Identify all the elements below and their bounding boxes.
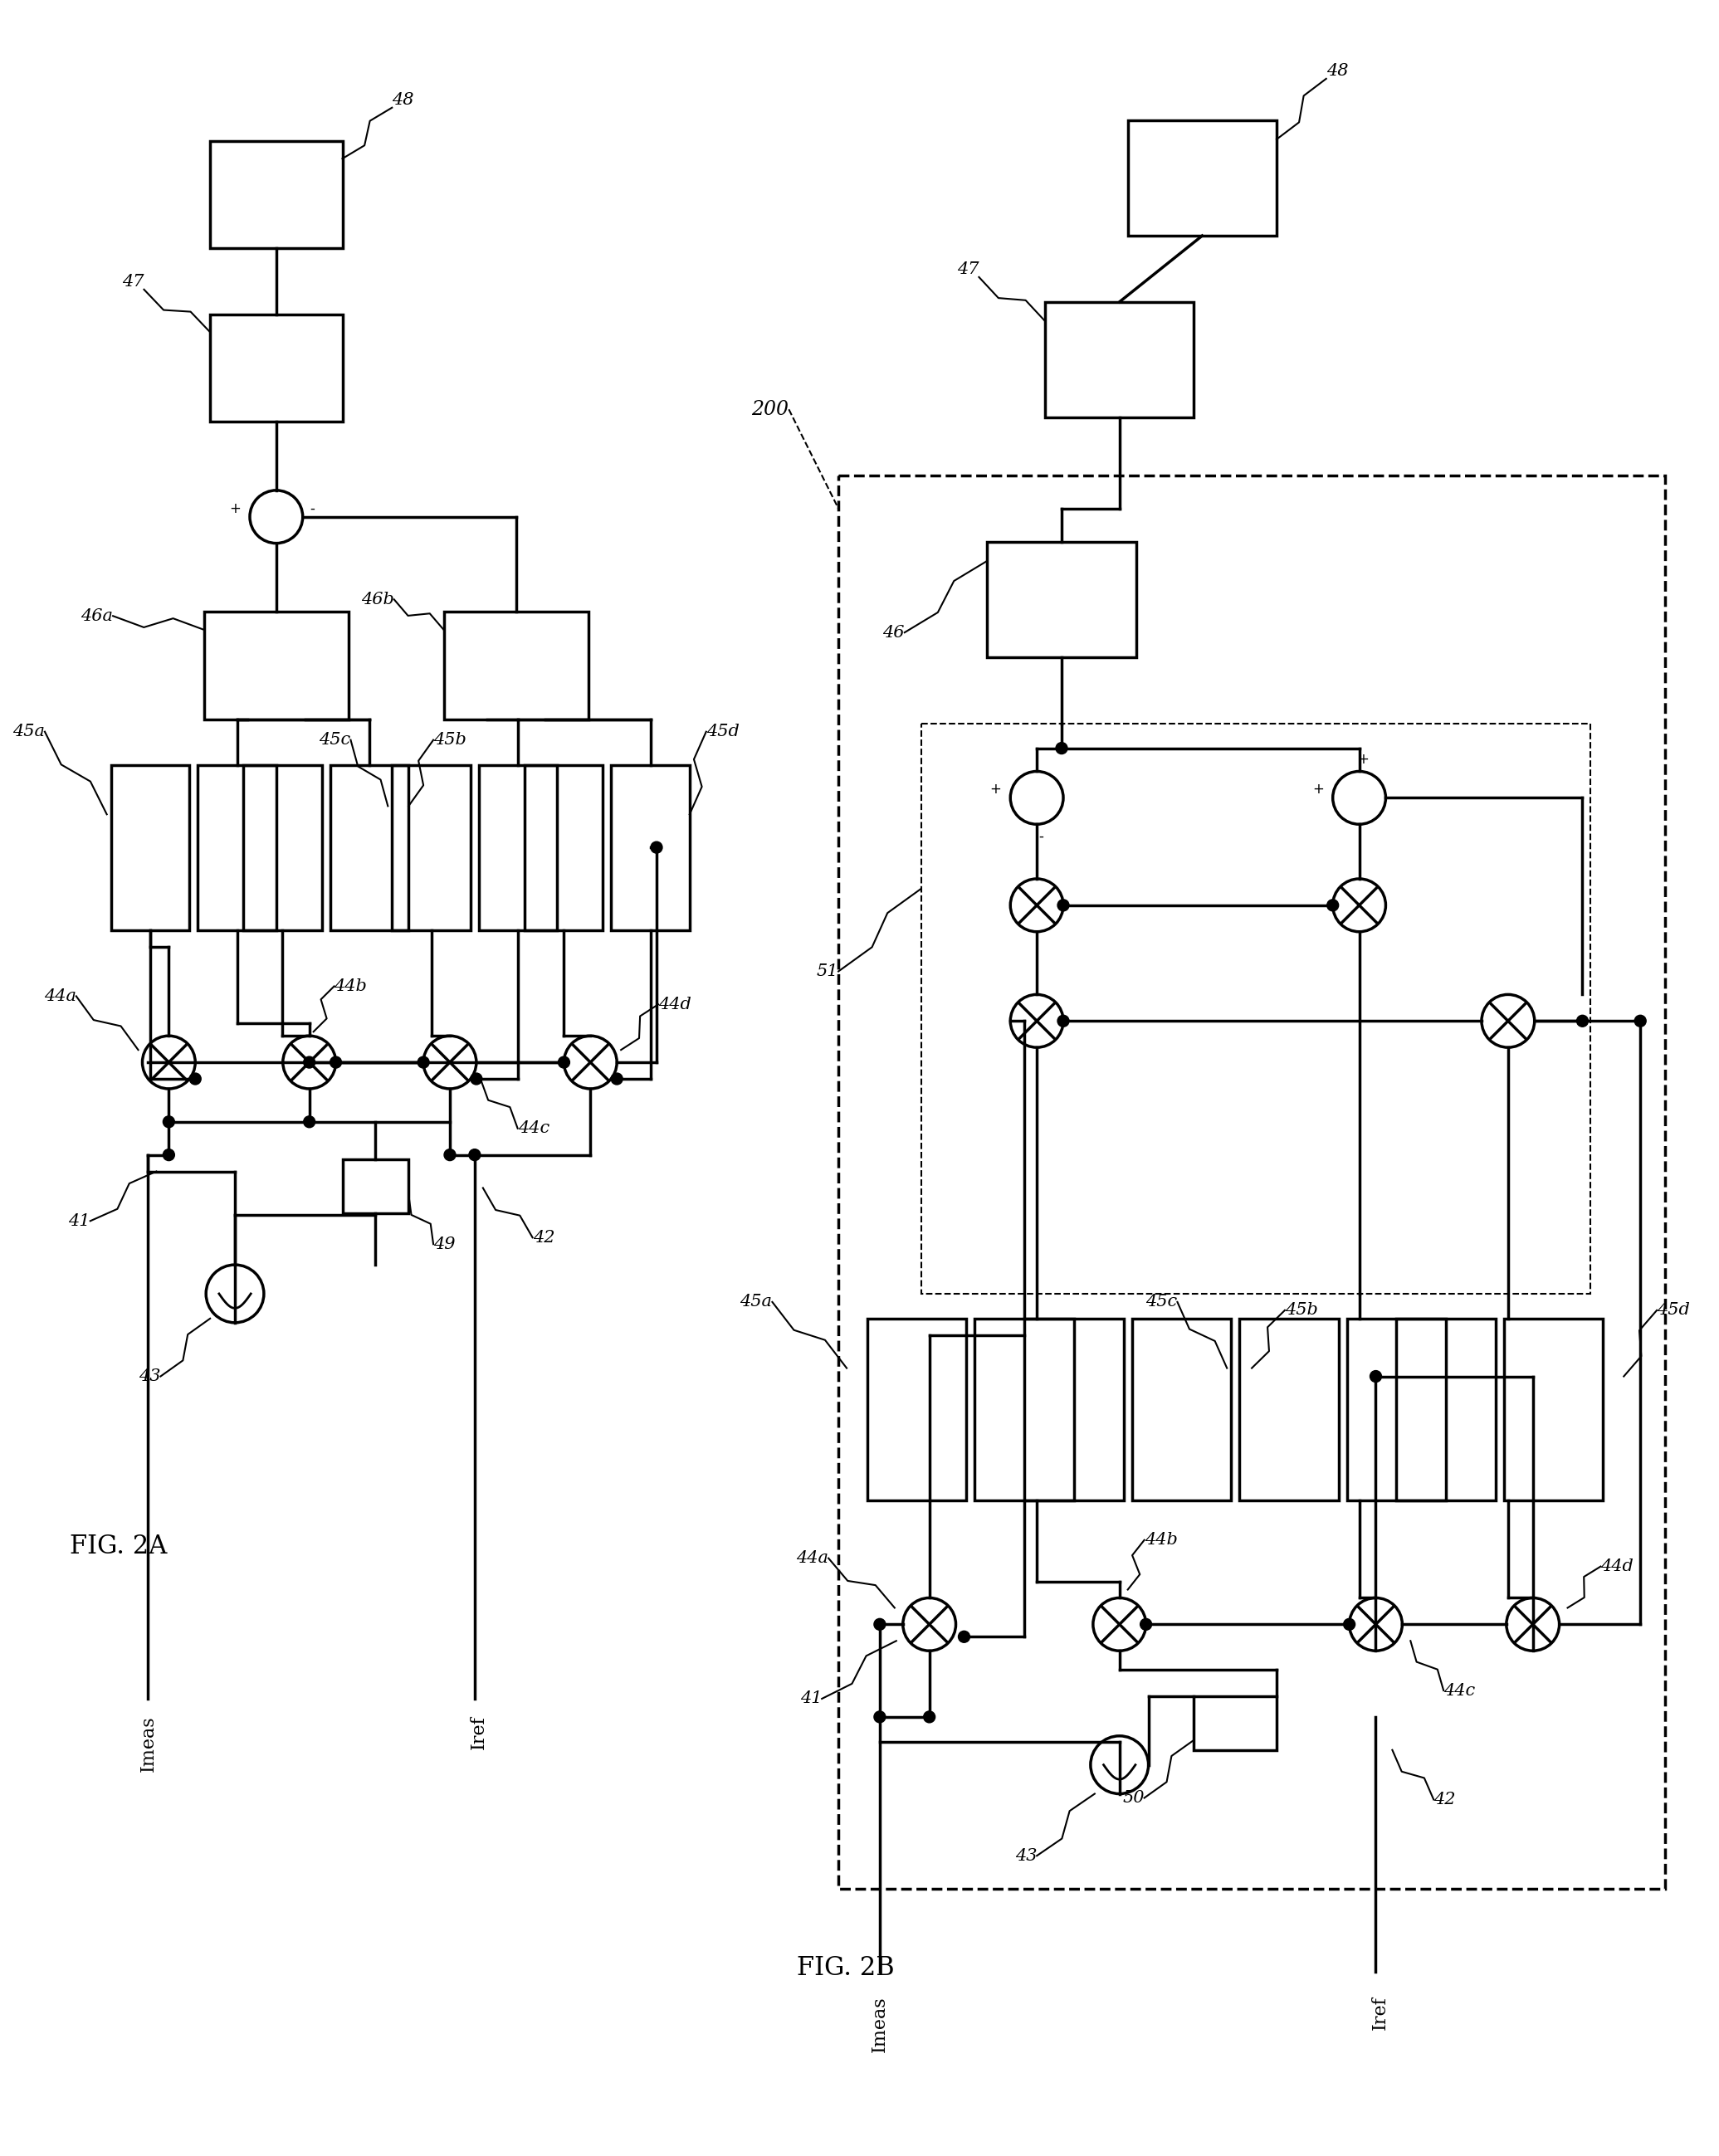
Text: 51: 51 xyxy=(817,964,839,979)
Text: +: + xyxy=(990,783,1000,798)
Bar xyxy=(1128,121,1277,235)
Bar xyxy=(1346,1319,1446,1501)
Bar xyxy=(242,765,321,929)
Text: 44a: 44a xyxy=(45,987,76,1005)
Text: 43: 43 xyxy=(1014,1848,1037,1863)
Text: 50: 50 xyxy=(1123,1789,1145,1807)
Circle shape xyxy=(1576,1015,1588,1026)
Text: 48: 48 xyxy=(1325,63,1348,80)
Bar xyxy=(524,765,603,929)
Bar xyxy=(330,765,409,929)
Text: 44a: 44a xyxy=(796,1550,829,1565)
Text: Iref: Iref xyxy=(1370,1996,1389,2031)
Circle shape xyxy=(1055,742,1067,755)
Circle shape xyxy=(873,1619,885,1630)
Text: 45a: 45a xyxy=(12,724,45,740)
Text: +: + xyxy=(1358,752,1368,765)
Bar xyxy=(1504,1319,1604,1501)
Circle shape xyxy=(652,841,662,854)
Text: 43: 43 xyxy=(139,1369,160,1384)
Circle shape xyxy=(1370,1371,1382,1382)
Text: +: + xyxy=(1312,783,1324,798)
Text: 44d: 44d xyxy=(1600,1559,1633,1574)
Bar xyxy=(839,476,1666,1889)
Circle shape xyxy=(163,1117,175,1128)
Circle shape xyxy=(923,1712,935,1723)
Text: 42: 42 xyxy=(1434,1792,1456,1807)
Bar xyxy=(975,1319,1074,1501)
Text: 48: 48 xyxy=(392,93,414,108)
Bar xyxy=(1025,1319,1124,1501)
Text: 46b: 46b xyxy=(361,591,394,608)
Text: 44b: 44b xyxy=(333,979,368,994)
Bar xyxy=(210,315,342,423)
Text: 44d: 44d xyxy=(658,996,691,1013)
Circle shape xyxy=(1057,1015,1069,1026)
Circle shape xyxy=(610,1074,622,1084)
Text: 41: 41 xyxy=(799,1690,822,1708)
Circle shape xyxy=(1057,899,1069,912)
Bar xyxy=(921,724,1590,1294)
Text: 45c: 45c xyxy=(1145,1294,1178,1311)
Text: Imeas: Imeas xyxy=(870,1996,889,2053)
Text: -: - xyxy=(309,500,315,515)
Text: 44c: 44c xyxy=(517,1121,550,1136)
Circle shape xyxy=(1635,1015,1647,1026)
Text: Iref: Iref xyxy=(469,1716,488,1749)
Text: 46a: 46a xyxy=(81,608,113,623)
Text: -: - xyxy=(1038,830,1043,845)
Bar xyxy=(610,765,689,929)
Text: 44c: 44c xyxy=(1444,1682,1475,1699)
Bar xyxy=(480,765,557,929)
Bar xyxy=(444,612,588,720)
Text: FIG. 2A: FIG. 2A xyxy=(69,1533,167,1559)
Text: 47: 47 xyxy=(122,274,144,289)
Text: 47: 47 xyxy=(957,261,978,278)
Circle shape xyxy=(304,1117,315,1128)
Bar xyxy=(342,1160,409,1214)
Text: 45b: 45b xyxy=(1284,1302,1318,1317)
Bar xyxy=(1045,302,1195,418)
Circle shape xyxy=(1327,899,1339,912)
Text: 46: 46 xyxy=(882,625,904,640)
Circle shape xyxy=(1344,1619,1355,1630)
Text: 42: 42 xyxy=(533,1229,555,1246)
Circle shape xyxy=(189,1074,201,1084)
Circle shape xyxy=(163,1149,175,1160)
Text: 45b: 45b xyxy=(433,733,466,748)
Text: +: + xyxy=(229,500,241,515)
Text: 200: 200 xyxy=(751,399,789,418)
Circle shape xyxy=(957,1630,970,1643)
Circle shape xyxy=(444,1149,456,1160)
Text: FIG. 2B: FIG. 2B xyxy=(798,1955,894,1981)
Circle shape xyxy=(471,1074,481,1084)
Circle shape xyxy=(873,1712,885,1723)
Text: 45d: 45d xyxy=(707,724,739,740)
Bar xyxy=(1239,1319,1339,1501)
Text: 41: 41 xyxy=(69,1214,91,1229)
Text: 45d: 45d xyxy=(1657,1302,1690,1317)
Circle shape xyxy=(304,1056,315,1067)
Text: 45c: 45c xyxy=(320,733,351,748)
Circle shape xyxy=(469,1149,481,1160)
Bar xyxy=(1131,1319,1231,1501)
Text: Imeas: Imeas xyxy=(139,1716,156,1772)
Text: 49: 49 xyxy=(433,1235,456,1253)
Bar xyxy=(868,1319,966,1501)
Circle shape xyxy=(330,1056,342,1067)
Text: 44b: 44b xyxy=(1145,1533,1178,1548)
Bar xyxy=(198,765,277,929)
Bar xyxy=(987,541,1136,658)
Bar xyxy=(1396,1319,1496,1501)
Bar xyxy=(205,612,349,720)
Bar xyxy=(1195,1697,1277,1751)
Circle shape xyxy=(1140,1619,1152,1630)
Bar xyxy=(210,140,342,248)
Text: 45a: 45a xyxy=(739,1294,772,1311)
Bar xyxy=(112,765,189,929)
Bar xyxy=(392,765,471,929)
Circle shape xyxy=(559,1056,569,1067)
Circle shape xyxy=(418,1056,430,1067)
